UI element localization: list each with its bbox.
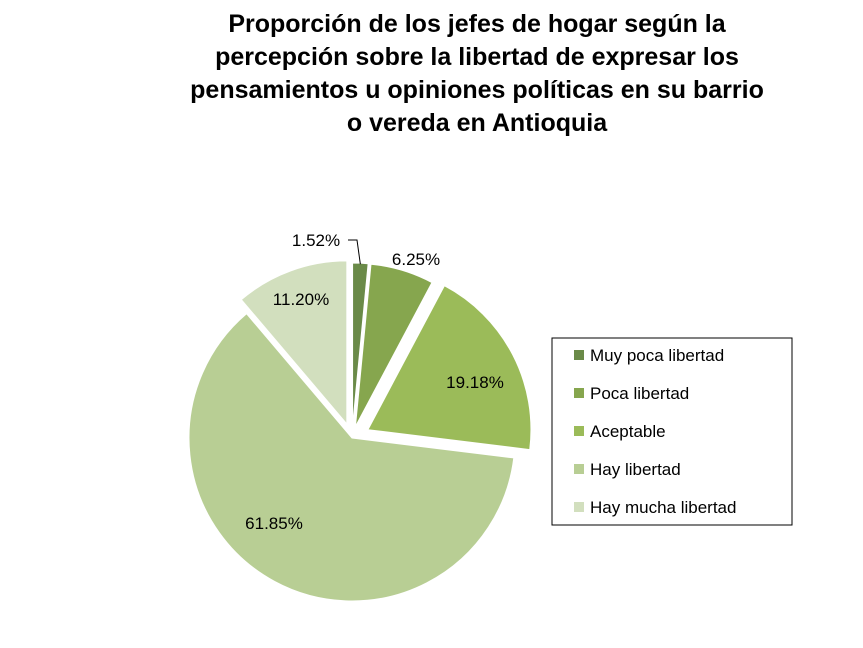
legend-box xyxy=(551,337,793,526)
data-labels: 1.52% 6.25% 19.18% 61.85% 11.20% xyxy=(245,231,504,533)
leader-lines xyxy=(348,239,361,265)
legend-swatch-muy-poca-libertad xyxy=(574,350,584,360)
chart-title: Proporción de los jefes de hogar según l… xyxy=(190,10,764,137)
data-label-hay-libertad: 61.85% xyxy=(245,514,303,533)
legend-label-muy-poca-libertad: Muy poca libertad xyxy=(590,346,724,365)
legend: Muy poca libertad Poca libertad Aceptable H… xyxy=(551,337,793,526)
data-label-muy-poca-libertad: 1.52% xyxy=(292,231,340,250)
legend-swatch-hay-libertad xyxy=(574,464,584,474)
data-label-hay-mucha-libertad: 11.20% xyxy=(273,290,329,309)
pie-slice-aceptable xyxy=(367,285,532,451)
pie-slice-poca-libertad xyxy=(354,263,433,427)
chart-title-line-1: Proporción de los jefes de hogar según l… xyxy=(228,10,726,38)
pie-slice-hay-mucha-libertad xyxy=(240,260,348,426)
legend-swatch-hay-mucha-libertad xyxy=(574,502,584,512)
legend-swatch-poca-libertad xyxy=(574,388,584,398)
chart-title-line-2: percepción sobre la libertad de expresar… xyxy=(215,43,739,71)
legend-label-hay-mucha-libertad: Hay mucha libertad xyxy=(590,498,736,517)
pie-plot-area xyxy=(188,260,532,602)
chart-title-line-3: pensamientos u opiniones políticas en su… xyxy=(190,76,764,104)
legend-label-hay-libertad: Hay libertad xyxy=(590,460,681,479)
leader-line-muy-poca-libertad xyxy=(348,239,361,265)
legend-label-poca-libertad: Poca libertad xyxy=(590,384,689,403)
pie-slice-hay-libertad xyxy=(188,313,515,602)
chart-title-line-4: o vereda en Antioquia xyxy=(347,109,608,137)
data-label-poca-libertad: 6.25% xyxy=(392,250,440,269)
data-label-aceptable: 19.18% xyxy=(446,373,504,392)
legend-swatch-aceptable xyxy=(574,426,584,436)
legend-label-aceptable: Aceptable xyxy=(590,422,666,441)
